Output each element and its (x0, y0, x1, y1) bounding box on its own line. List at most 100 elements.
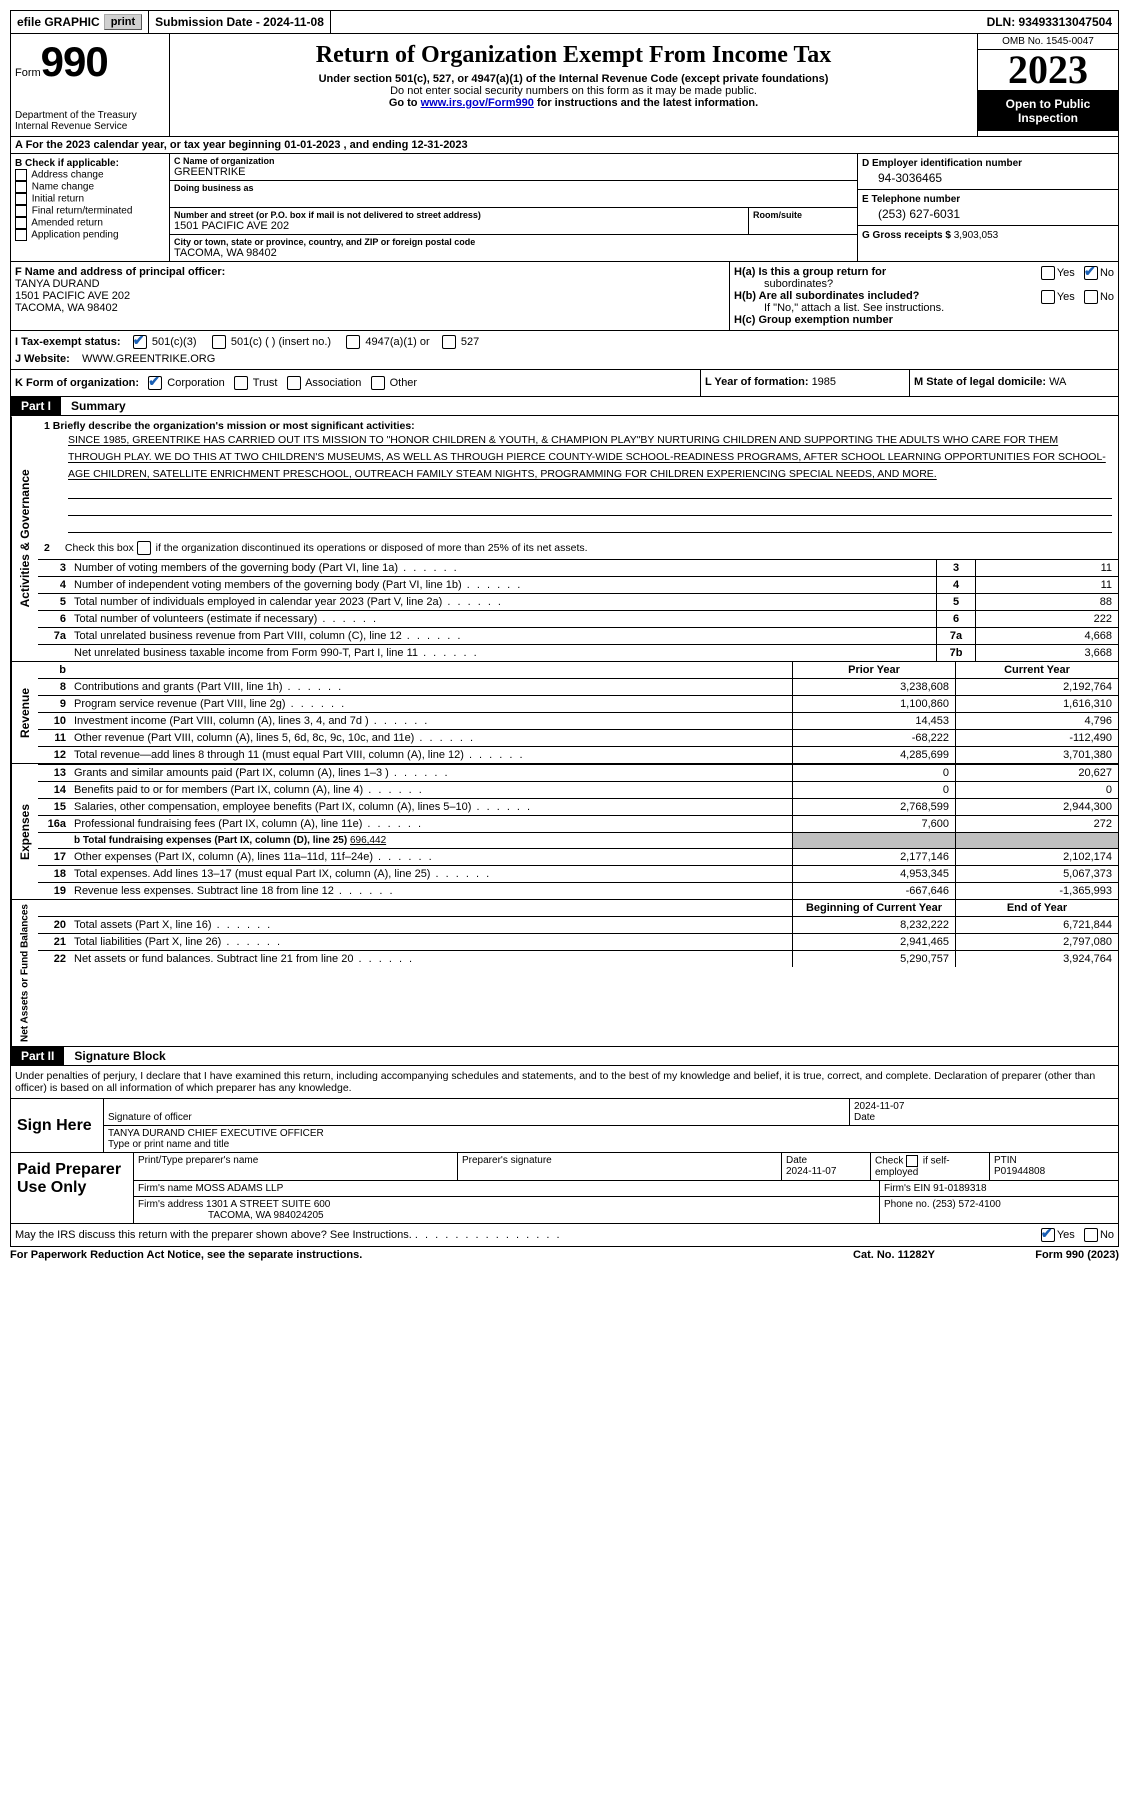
row-k-l-m: K Form of organization: Corporation Trus… (10, 370, 1119, 397)
instructions-link[interactable]: www.irs.gov/Form990 (421, 97, 534, 109)
discontinue-checkbox[interactable] (137, 541, 151, 555)
hb-row: H(b) Are all subordinates included? Yes … (734, 290, 1114, 314)
checkbox-amended-return[interactable]: Amended return (15, 217, 165, 229)
firm-ein: 91-0189318 (933, 1183, 986, 1194)
self-employed-checkbox[interactable] (906, 1155, 918, 1167)
checkbox-address-change[interactable]: Address change (15, 169, 165, 181)
line-num: 21 (38, 934, 70, 950)
efile-cell: efile GRAPHIC print (11, 11, 149, 33)
fin-row: 14Benefits paid to or for members (Part … (38, 781, 1118, 798)
line-desc: Grants and similar amounts paid (Part IX… (70, 765, 792, 781)
print-button[interactable]: print (104, 14, 142, 30)
prior-year-val: 2,177,146 (792, 849, 955, 865)
fin-row: 8Contributions and grants (Part VIII, li… (38, 678, 1118, 695)
prior-year-val: 2,941,465 (792, 934, 955, 950)
current-year-header: Current Year (955, 662, 1118, 678)
assoc-checkbox[interactable] (287, 376, 301, 390)
corp-checkbox[interactable] (148, 376, 162, 390)
line-desc: Total assets (Part X, line 16) (70, 917, 792, 933)
line-num: 13 (38, 765, 70, 781)
form-header: Form990 Department of the Treasury Inter… (10, 34, 1119, 137)
row-f-h: F Name and address of principal officer:… (10, 262, 1119, 331)
fin-row: 9Program service revenue (Part VIII, lin… (38, 695, 1118, 712)
line-desc: Salaries, other compensation, employee b… (70, 799, 792, 815)
current-year-val: 0 (955, 782, 1118, 798)
line-val: 11 (975, 577, 1118, 593)
current-year-val: 5,067,373 (955, 866, 1118, 882)
checkbox-final-return[interactable]: Final return/terminated (15, 205, 165, 217)
officer-name: TANYA DURAND (15, 278, 725, 290)
ha-yes-checkbox[interactable] (1041, 266, 1055, 280)
preparer-date: 2024-11-07 (786, 1166, 866, 1177)
officer-name-title: TANYA DURAND CHIEF EXECUTIVE OFFICER (108, 1128, 1114, 1139)
line-num: 20 (38, 917, 70, 933)
gross-receipts: 3,903,053 (954, 230, 999, 241)
trust-checkbox[interactable] (234, 376, 248, 390)
fin-row: 19Revenue less expenses. Subtract line 1… (38, 882, 1118, 899)
paid-preparer-row: Paid Preparer Use Only Print/Type prepar… (11, 1152, 1118, 1223)
current-year-val: -1,365,993 (955, 883, 1118, 899)
line-desc: Net unrelated business taxable income fr… (70, 645, 936, 661)
prior-year-val: 4,953,345 (792, 866, 955, 882)
room-label: Room/suite (753, 210, 853, 220)
line-desc: Total number of volunteers (estimate if … (70, 611, 936, 627)
ein-cell: D Employer identification number 94-3036… (858, 154, 1118, 190)
gross-receipts-cell: G Gross receipts $ 3,903,053 (858, 226, 1118, 245)
ha-no-checkbox[interactable] (1084, 266, 1098, 280)
line-val: 88 (975, 594, 1118, 610)
checkbox-app-pending[interactable]: Application pending (15, 229, 165, 241)
shaded-cell (792, 833, 955, 848)
fin-row: 15Salaries, other compensation, employee… (38, 798, 1118, 815)
prior-year-val: 14,453 (792, 713, 955, 729)
current-year-val: 2,192,764 (955, 679, 1118, 695)
shaded-cell (955, 833, 1118, 848)
501c-checkbox[interactable] (212, 335, 226, 349)
penalties-text: Under penalties of perjury, I declare th… (11, 1066, 1118, 1098)
end-year-header: End of Year (955, 900, 1118, 916)
phone-cell: E Telephone number (253) 627-6031 (858, 190, 1118, 226)
prior-year-val: 4,285,699 (792, 747, 955, 763)
header-mid: Return of Organization Exempt From Incom… (170, 34, 978, 136)
stat-row: Net unrelated business taxable income fr… (38, 644, 1118, 661)
hb-no-checkbox[interactable] (1084, 290, 1098, 304)
section-h: H(a) Is this a group return for Yes No s… (730, 262, 1118, 330)
line-desc: Contributions and grants (Part VIII, lin… (70, 679, 792, 695)
527-checkbox[interactable] (442, 335, 456, 349)
hb-yes-checkbox[interactable] (1041, 290, 1055, 304)
discuss-yes-checkbox[interactable] (1041, 1228, 1055, 1242)
part2-header: Part II Signature Block (10, 1047, 1119, 1066)
checkbox-name-change[interactable]: Name change (15, 181, 165, 193)
discuss-no-checkbox[interactable] (1084, 1228, 1098, 1242)
tax-exempt-row: I Tax-exempt status: 501(c)(3) 501(c) ( … (15, 335, 1114, 349)
top-bar: efile GRAPHIC print Submission Date - 20… (10, 10, 1119, 34)
checkbox-initial-return[interactable]: Initial return (15, 193, 165, 205)
line-num (38, 645, 70, 661)
submission-date: Submission Date - 2024-11-08 (149, 11, 331, 33)
efile-label: efile GRAPHIC (17, 15, 100, 29)
current-year-val: 1,616,310 (955, 696, 1118, 712)
current-year-val: -112,490 (955, 730, 1118, 746)
line-desc: Benefits paid to or for members (Part IX… (70, 782, 792, 798)
entity-block: B Check if applicable: Address change Na… (10, 154, 1119, 262)
line-num: 8 (38, 679, 70, 695)
line-num: 17 (38, 849, 70, 865)
current-year-val: 2,944,300 (955, 799, 1118, 815)
prior-year-val: -68,222 (792, 730, 955, 746)
section-c: C Name of organization GREENTRIKE Doing … (170, 154, 858, 261)
form-title: Return of Organization Exempt From Incom… (174, 42, 973, 69)
line-desc: Other expenses (Part IX, column (A), lin… (70, 849, 792, 865)
prior-year-val: 5,290,757 (792, 951, 955, 967)
net-assets-section: Net Assets or Fund Balances Beginning of… (10, 900, 1119, 1047)
org-name-cell: C Name of organization GREENTRIKE (170, 154, 857, 181)
ein: 94-3036465 (862, 171, 1114, 185)
501c3-checkbox[interactable] (133, 335, 147, 349)
other-checkbox[interactable] (371, 376, 385, 390)
subtitle-2: Do not enter social security numbers on … (174, 85, 973, 97)
officer-addr1: 1501 PACIFIC AVE 202 (15, 290, 725, 302)
4947-checkbox[interactable] (346, 335, 360, 349)
cat-number: Cat. No. 11282Y (819, 1249, 969, 1261)
website: WWW.GREENTRIKE.ORG (82, 353, 215, 365)
header-left: Form990 Department of the Treasury Inter… (11, 34, 170, 136)
line-num: 12 (38, 747, 70, 763)
line-num: 4 (38, 577, 70, 593)
